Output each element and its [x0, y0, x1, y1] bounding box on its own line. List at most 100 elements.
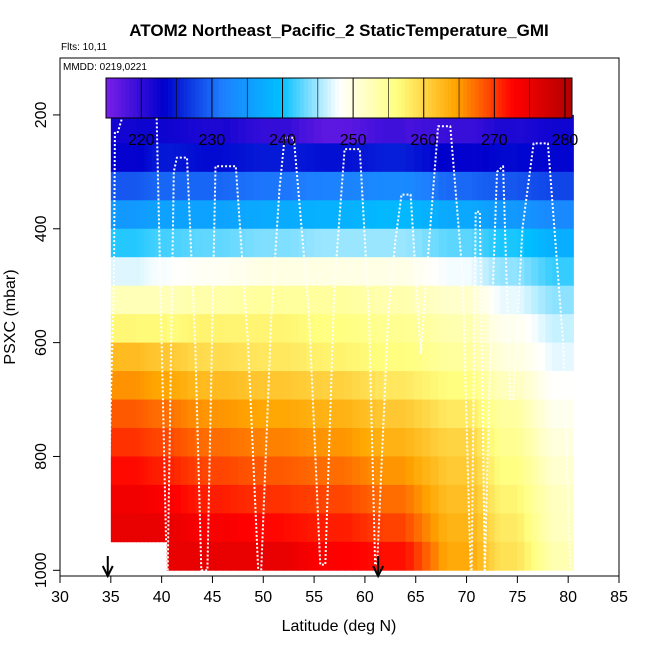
- heatmap-cell: [298, 456, 308, 486]
- heatmap-cell: [291, 541, 300, 571]
- heatmap-cell: [382, 399, 391, 429]
- heatmap-cell: [405, 541, 415, 571]
- heatmap-cell: [136, 428, 141, 457]
- colorbar-swatch: [140, 78, 146, 118]
- colorbar-swatch: [533, 78, 538, 118]
- colorbar-swatch: [249, 78, 255, 118]
- heatmap-cell: [545, 541, 553, 571]
- heatmap-cell: [390, 428, 399, 457]
- heatmap-cell: [517, 257, 525, 287]
- heatmap-cell: [531, 342, 539, 372]
- heatmap-cell: [382, 171, 391, 201]
- colorbar-swatch: [199, 78, 204, 118]
- heatmap-cell: [162, 171, 168, 201]
- heatmap-cell: [143, 456, 149, 486]
- heatmap-cell: [413, 371, 423, 400]
- heatmap-cell: [166, 114, 175, 144]
- heatmap-cell: [222, 428, 231, 457]
- colorbar-swatch: [428, 78, 433, 118]
- heatmap-cell: [129, 171, 134, 201]
- heatmap-cell: [283, 342, 292, 372]
- heatmap-cell: [375, 285, 384, 315]
- heatmap-cell: [143, 200, 149, 230]
- heatmap-cell: [438, 143, 448, 173]
- colorbar-tick-label: 270: [481, 132, 508, 149]
- heatmap-cell: [405, 171, 415, 201]
- colorbar-swatch: [447, 78, 453, 118]
- heatmap-cell: [367, 456, 376, 486]
- heatmap-cell: [120, 171, 125, 201]
- heatmap-cell: [136, 456, 141, 486]
- heatmap-cell: [359, 456, 369, 486]
- heatmap-cell: [283, 228, 292, 258]
- heatmap-cell: [397, 171, 407, 201]
- heatmap-cell: [477, 114, 484, 144]
- heatmap-cell: [129, 200, 134, 230]
- colorbar-swatch: [552, 78, 557, 118]
- heatmap-cell: [120, 513, 125, 543]
- heatmap-cell: [446, 257, 456, 287]
- colorbar-swatch: [490, 78, 495, 118]
- heatmap-cell: [488, 200, 496, 230]
- heatmap-cell: [524, 428, 532, 457]
- heatmap-cell: [552, 171, 560, 201]
- heatmap-cell: [405, 399, 415, 429]
- heatmap-cell: [298, 371, 308, 400]
- heatmap-cell: [463, 513, 473, 543]
- heatmap-cell: [173, 371, 182, 400]
- heatmap-cell: [438, 200, 448, 230]
- heatmap-cell: [187, 171, 196, 201]
- heatmap-cell: [155, 484, 160, 514]
- heatmap-cell: [477, 342, 484, 372]
- heatmap-cell: [245, 143, 254, 173]
- heatmap-cell: [505, 513, 513, 543]
- date-note: MMDD: 0219,0221: [63, 62, 147, 73]
- heatmap-cell: [538, 143, 546, 173]
- colorbar-swatch: [459, 78, 464, 118]
- heatmap-cell: [438, 257, 448, 287]
- heatmap-cell: [123, 484, 128, 514]
- colorbar-swatch: [455, 78, 460, 118]
- heatmap-cell: [275, 371, 285, 400]
- heatmap-cell: [463, 228, 473, 258]
- heatmap-cell: [120, 228, 125, 258]
- heatmap-cell: [159, 428, 164, 457]
- flight-track: [260, 136, 377, 571]
- heatmap-cell: [253, 342, 262, 372]
- heatmap-cell: [268, 228, 277, 258]
- heatmap-cell: [446, 399, 456, 429]
- heatmap-cell: [531, 428, 539, 457]
- heatmap-cell: [430, 428, 440, 457]
- heatmap-cell: [147, 342, 153, 372]
- heatmap-cell: [359, 541, 369, 571]
- heatmap-cell: [397, 342, 407, 372]
- heatmap-cell: [245, 171, 254, 201]
- heatmap-cell: [321, 541, 330, 571]
- colorbar-swatch: [339, 78, 344, 118]
- heatmap-cell: [455, 285, 464, 315]
- heatmap-cell: [382, 257, 391, 287]
- heatmap-cell: [367, 342, 376, 372]
- colorbar-swatch: [272, 78, 278, 118]
- heatmap-cell: [367, 399, 376, 429]
- heatmap-cell: [367, 143, 376, 173]
- heatmap-cell: [151, 456, 156, 486]
- heatmap-cell: [159, 399, 164, 429]
- heatmap-cell: [375, 143, 384, 173]
- colorbar-swatch: [187, 78, 192, 118]
- heatmap-cell: [133, 513, 137, 543]
- heatmap-cell: [382, 285, 391, 315]
- y-tick-label: 600: [33, 329, 50, 356]
- heatmap-cell: [222, 285, 231, 315]
- heatmap-cell: [129, 484, 134, 514]
- heatmap-cell: [291, 428, 300, 457]
- heatmap-cell: [517, 456, 525, 486]
- heatmap-cell: [321, 456, 330, 486]
- heatmap-cell: [471, 285, 478, 315]
- heatmap-cell: [143, 143, 149, 173]
- heatmap-cell: [113, 143, 118, 173]
- heatmap-cell: [187, 513, 196, 543]
- heatmap-cell: [367, 371, 376, 400]
- colorbar-swatch: [393, 78, 398, 118]
- heatmap-cell: [187, 541, 196, 571]
